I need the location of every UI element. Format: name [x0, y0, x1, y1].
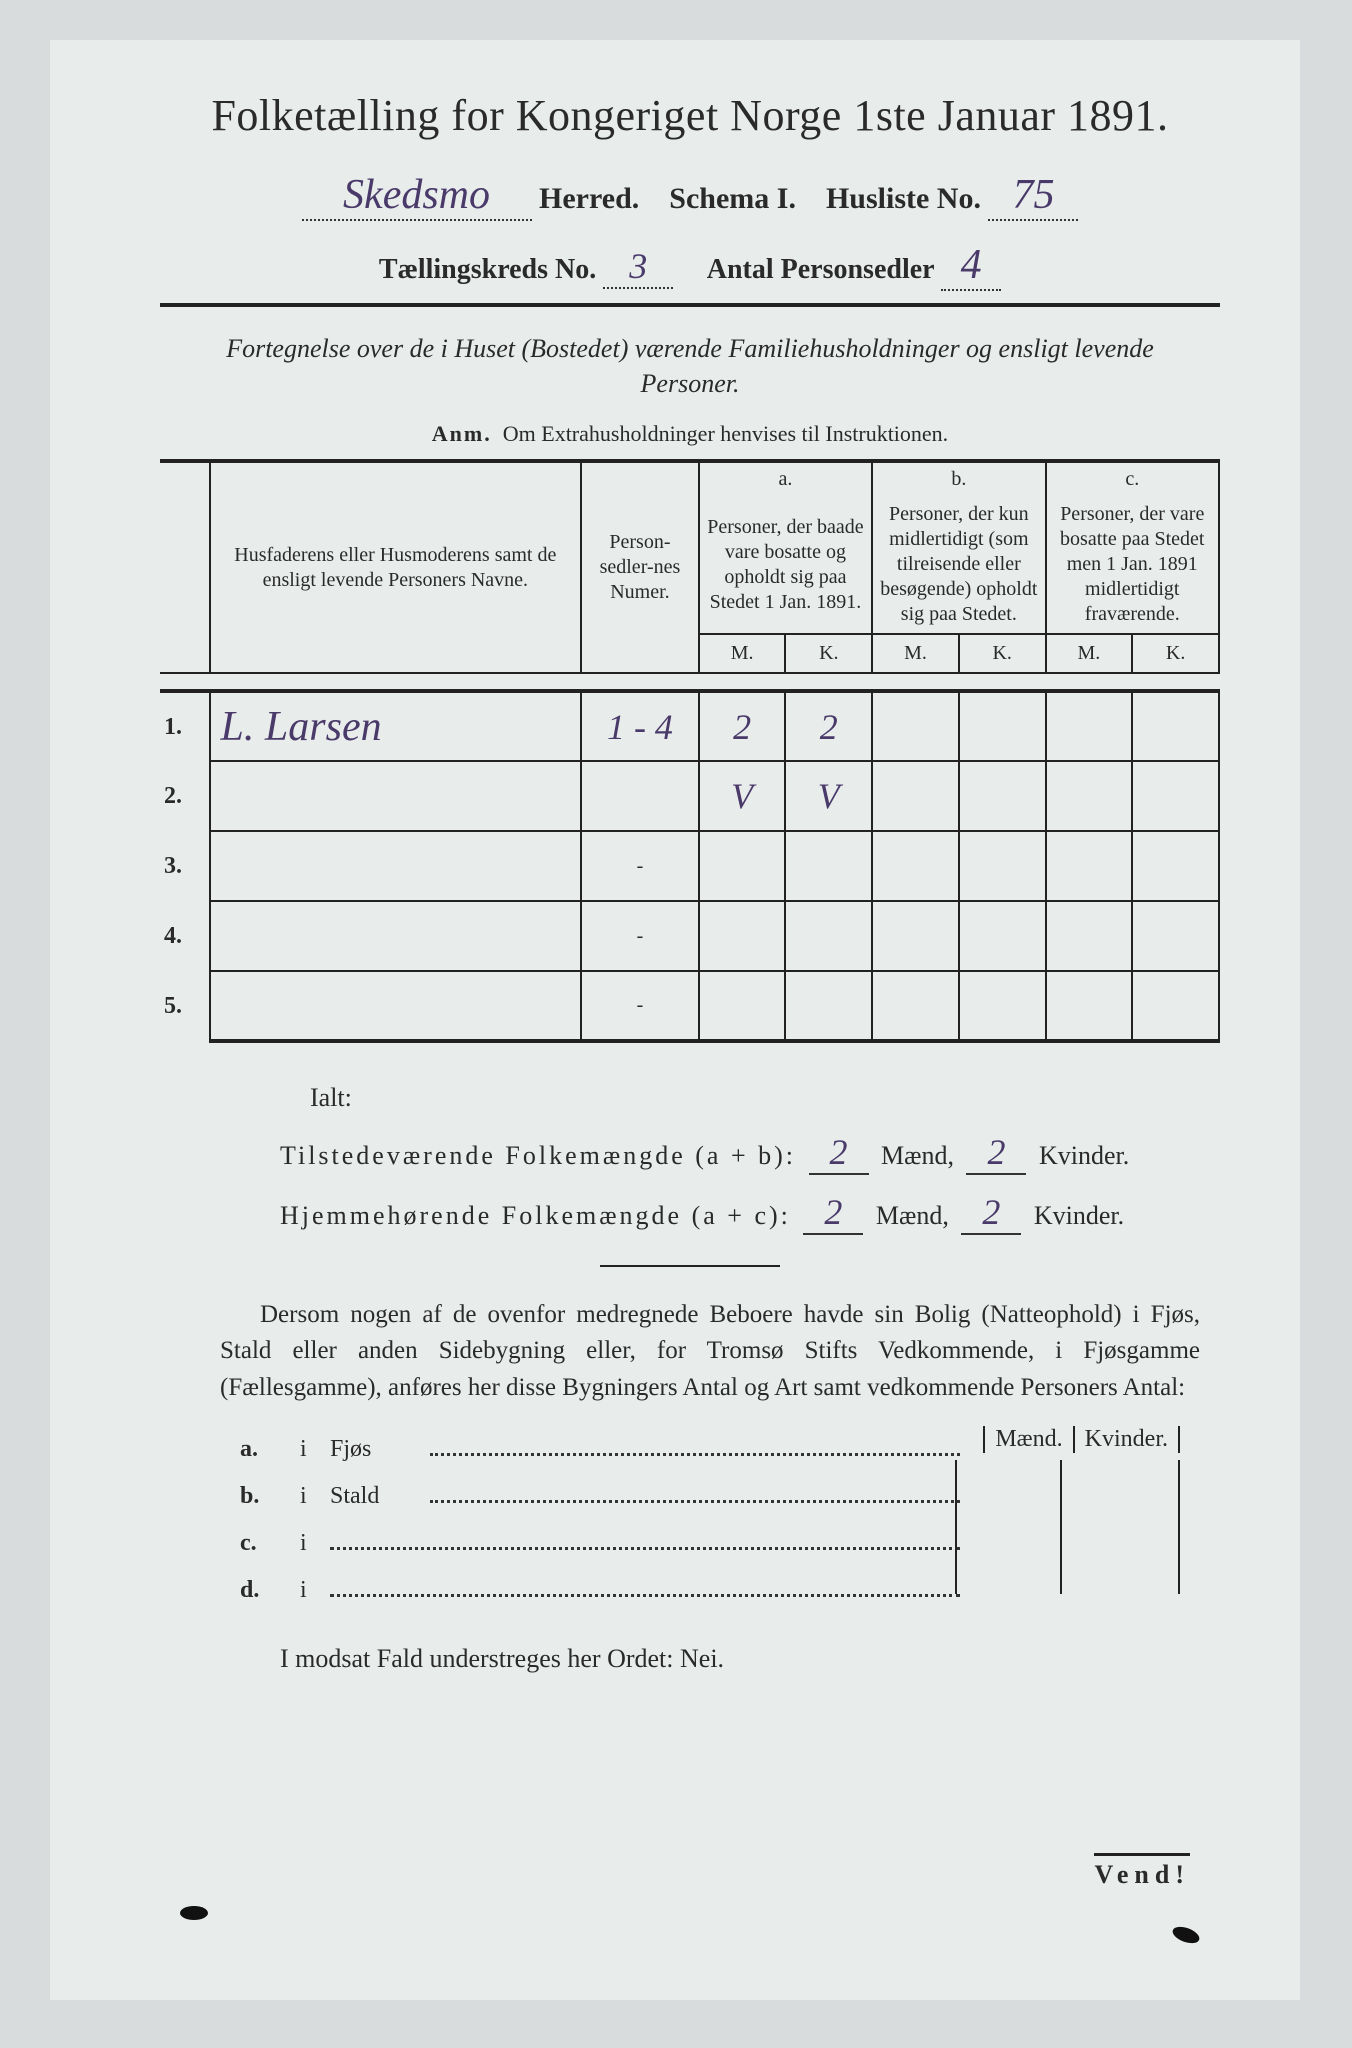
col-b-m: M. [872, 634, 959, 673]
row-ak: V [818, 776, 840, 816]
bld-i: i [300, 1577, 330, 1604]
census-form-page: Folketælling for Kongeriget Norge 1ste J… [50, 40, 1300, 2000]
col-name-header: Husfaderens eller Husmoderens samt de en… [210, 461, 582, 673]
kreds-label: Tællingskreds No. [379, 254, 596, 285]
antal-value: 4 [941, 241, 1001, 291]
mk-header: Mænd.Kvinder. [983, 1426, 1180, 1453]
ialt-block: Ialt: Tilstedeværende Folkemængde (a + b… [280, 1083, 1190, 1235]
col-c-header: Personer, der vare bosatte paa Stedet me… [1046, 496, 1219, 634]
row-num: 5. [160, 971, 210, 1041]
ialt-row2-label: Hjemmehørende Folkemængde (a + c): [280, 1201, 791, 1230]
bld-lbl: a. [240, 1436, 300, 1463]
table-row: 3. - [160, 831, 1219, 901]
col-b-k: K. [959, 634, 1046, 673]
bld-i: i [300, 1483, 330, 1510]
herred-label: Herred. [539, 182, 639, 215]
col-b-header: Personer, der kun midlertidigt (som tilr… [872, 496, 1045, 634]
table-row: 1. L. Larsen 1 - 4 2 2 [160, 691, 1219, 761]
husliste-label: Husliste No. [826, 182, 981, 215]
row-num: 4. [160, 901, 210, 971]
ink-blot-icon [180, 1906, 208, 1920]
ialt-row1-label: Tilstedeværende Folkemængde (a + b): [280, 1141, 796, 1170]
col-c-k: K. [1132, 634, 1219, 673]
building-paragraph: Dersom nogen af de ovenfor medregnede Be… [220, 1297, 1200, 1406]
ialt-label: Ialt: [310, 1083, 1190, 1113]
herred-value: Skedsmo [302, 171, 532, 221]
table-row: 2. V V [160, 761, 1219, 831]
row-num: 3. [160, 831, 210, 901]
maend-header: Mænd. [983, 1426, 1072, 1453]
row-name: L. Larsen [221, 704, 382, 750]
maend-label: Mænd, [876, 1201, 949, 1230]
row-am: 2 [733, 707, 751, 747]
row-am: V [731, 776, 753, 816]
col-b-top: b. [872, 461, 1045, 496]
dots [430, 1453, 960, 1456]
header-line-1: Skedsmo Herred. Schema I. Husliste No. 7… [160, 171, 1220, 221]
subtitle: Fortegnelse over de i Huset (Bostedet) v… [210, 331, 1170, 401]
col-name-text: Husfaderens eller Husmoderens samt de en… [234, 544, 556, 591]
ialt-r2m: 2 [803, 1191, 863, 1235]
anm-line: Anm. Om Extrahusholdninger henvises til … [160, 421, 1220, 447]
row-num: 1. [160, 691, 210, 761]
page-title: Folketælling for Kongeriget Norge 1ste J… [160, 90, 1220, 141]
col-a-top: a. [699, 461, 872, 496]
col-ps-header: Person-sedler-nes Numer. [581, 461, 699, 673]
kvinder-label: Kvinder. [1039, 1141, 1129, 1170]
bld-type: Fjøs [330, 1436, 430, 1463]
main-table: Husfaderens eller Husmoderens samt de en… [160, 459, 1220, 1043]
kvinder-label: Kvinder. [1034, 1201, 1124, 1230]
rule-1 [160, 303, 1220, 307]
bld-type: Stald [330, 1483, 430, 1510]
anm-text: Om Extrahusholdninger henvises til Instr… [503, 421, 948, 446]
building-mk-lines [955, 1460, 1180, 1604]
bld-lbl: d. [240, 1577, 300, 1604]
schema-label: Schema I. [669, 182, 796, 215]
ialt-r1m: 2 [809, 1131, 869, 1175]
col-c-top: c. [1046, 461, 1219, 496]
table-row: 4. - [160, 901, 1219, 971]
para-text: Dersom nogen af de ovenfor medregnede Be… [220, 1301, 1200, 1401]
maend-label: Mænd, [881, 1141, 954, 1170]
husliste-value: 75 [988, 171, 1078, 221]
dots [330, 1547, 960, 1550]
ialt-r2k: 2 [961, 1191, 1021, 1235]
bld-i: i [300, 1436, 330, 1463]
kvinder-header: Kvinder. [1073, 1426, 1180, 1453]
row-ak: 2 [820, 707, 838, 747]
ialt-row-1: Tilstedeværende Folkemængde (a + b): 2 M… [280, 1131, 1190, 1175]
bld-i: i [300, 1530, 330, 1557]
vend-label: Vend! [1094, 1853, 1190, 1890]
anm-label: Anm. [432, 421, 492, 446]
bld-lbl: c. [240, 1530, 300, 1557]
dots [430, 1500, 960, 1503]
row-num: 2. [160, 761, 210, 831]
kreds-value: 3 [603, 245, 673, 289]
header-line-2: Tællingskreds No. 3 Antal Personsedler 4 [160, 241, 1220, 291]
ink-blot-icon [1170, 1924, 1201, 1947]
ialt-r1k: 2 [966, 1131, 1026, 1175]
col-a-m: M. [699, 634, 786, 673]
bld-lbl: b. [240, 1483, 300, 1510]
modsat-line: I modsat Fald understreges her Ordet: Ne… [280, 1644, 1220, 1674]
table-row: 5. - [160, 971, 1219, 1041]
col-a-k: K. [785, 634, 872, 673]
building-block: Mænd.Kvinder. a. i Fjøs b. i Stald c. i … [240, 1436, 1220, 1604]
short-rule [600, 1265, 780, 1267]
col-c-m: M. [1046, 634, 1133, 673]
antal-label: Antal Personsedler [707, 254, 934, 285]
col-a-header: Personer, der baade vare bosatte og opho… [699, 496, 872, 634]
ialt-row-2: Hjemmehørende Folkemængde (a + c): 2 Mæn… [280, 1191, 1190, 1235]
row-ps: 1 - 4 [607, 707, 673, 747]
dots [330, 1594, 960, 1597]
